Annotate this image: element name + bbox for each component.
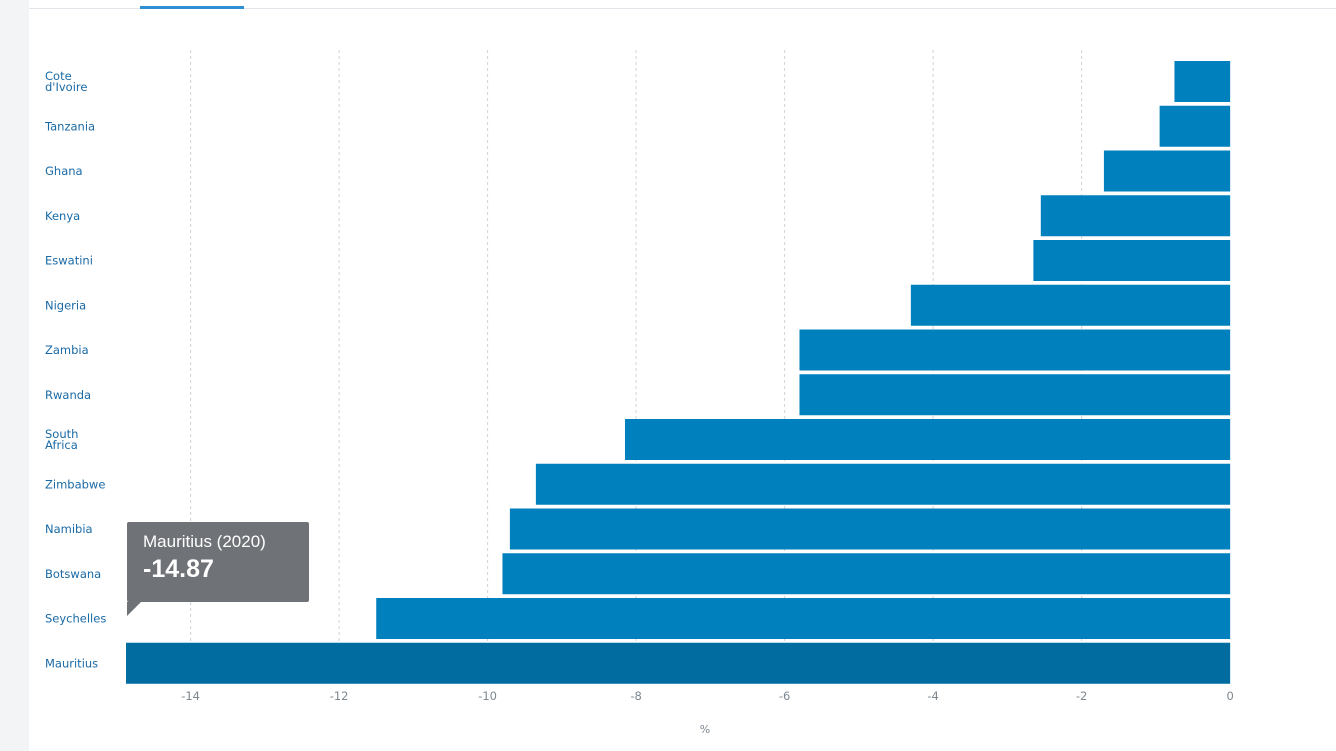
bar-tanzania[interactable] [1159,105,1231,147]
left-gutter [0,0,29,751]
bar-south-africa[interactable] [624,419,1231,460]
bars [126,61,1231,684]
bar-ghana[interactable] [1103,150,1231,192]
tooltip-pointer [127,602,141,616]
bar-tooltip: Mauritius (2020) -14.87 [127,522,309,616]
bar-eswatini[interactable] [1033,240,1231,281]
x-tick-label: -4 [927,689,938,703]
bar-mauritius[interactable] [126,642,1231,684]
category-label: Zambia [45,343,89,357]
category-label: South Africa [45,427,78,452]
category-label: Nigeria [45,298,86,312]
bar-zambia[interactable] [799,329,1231,371]
category-label: Eswatini [45,254,93,268]
tooltip-value: -14.87 [143,555,214,583]
category-label: Seychelles [45,612,106,626]
x-axis-title: % [700,723,710,736]
x-tick-label: -8 [630,689,641,703]
category-label: Mauritius [45,656,98,670]
tooltip-title: Mauritius (2020) [143,532,266,551]
x-tick-label: -10 [478,689,497,703]
bar-seychelles[interactable] [376,598,1231,639]
category-label: Ghana [45,164,83,178]
active-tab-indicator [140,6,244,9]
category-label: Zimbabwe [45,477,105,491]
category-label: Rwanda [45,388,91,402]
bar-cote-d-ivoire[interactable] [1174,61,1231,102]
category-label: Cote d'Ivoire [45,69,87,94]
x-tick-label: -14 [181,689,200,703]
category-label: Namibia [45,522,93,536]
category-label: Kenya [45,209,80,223]
category-labels: Cote d'Ivoire Tanzania Ghana Kenya Eswatini Ni… [44,69,106,670]
bar-namibia[interactable] [509,508,1231,550]
bar-nigeria[interactable] [910,284,1231,326]
x-axis-ticks: -14 -12 -10 -8 -6 -4 -2 0 [181,689,1234,703]
x-tick-label: -2 [1076,689,1087,703]
x-tick-label: 0 [1226,689,1233,703]
top-divider [29,8,1336,9]
bar-zimbabwe[interactable] [535,463,1231,505]
x-tick-label: -6 [779,689,790,703]
category-label: Botswana [45,567,101,581]
bar-rwanda[interactable] [799,374,1231,416]
bar-kenya[interactable] [1040,195,1231,237]
x-tick-label: -12 [330,689,349,703]
category-label: Tanzania [44,119,95,133]
bar-botswana[interactable] [502,553,1231,595]
